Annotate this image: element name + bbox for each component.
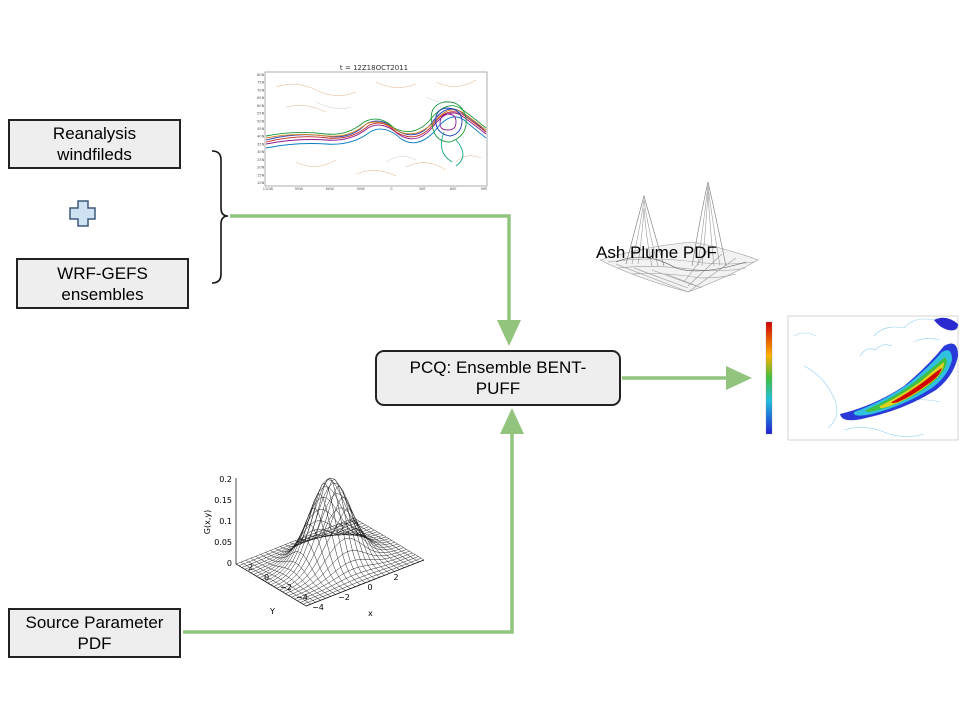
wrf-gefs-ensembles-box: WRF-GEFS ensembles [16, 258, 189, 309]
wind-map-lat-label: 40N [257, 135, 265, 139]
wind-map-lon-label: 60W [326, 187, 335, 191]
ash-concentration-map [764, 306, 960, 450]
wind-map-lat-label: 35N [257, 142, 265, 146]
wind-map-lat-label: 75N [257, 81, 265, 85]
gaussian-y-tick: 0 [264, 573, 269, 582]
pcq-line-1: PCQ: Ensemble BENT- [409, 358, 587, 377]
gaussian-y-tick: −2 [280, 583, 292, 592]
gaussian-x-tick: −4 [312, 603, 324, 612]
gaussian-x-tick: 0 [367, 583, 372, 592]
source-line-1: Source Parameter [25, 613, 164, 632]
wind-map-lat-label: 55N [257, 112, 265, 116]
wind-map-lat-label: 80N [257, 73, 265, 77]
wind-map-lat-label: 50N [257, 119, 265, 123]
gaussian-mesh-line [238, 519, 357, 566]
reanalysis-line-2: windfileds [57, 145, 132, 164]
gaussian-z-tick: 0 [227, 559, 232, 568]
gaussian-x-tick: 2 [393, 573, 398, 582]
wind-map-lat-label: 45N [257, 127, 265, 131]
wind-map-lat-label: 15N [257, 173, 265, 177]
source-input-arrowhead [500, 408, 524, 434]
plus-icon [69, 200, 96, 227]
wind-map-lon-label: 30E [419, 187, 427, 191]
colorbar [765, 321, 773, 435]
reanalysis-line-1: Reanalysis [52, 124, 137, 143]
gaussian-y-axis-label: Y [269, 607, 275, 616]
gaussian-x-tick: −2 [338, 593, 350, 602]
source-line-2: PDF [77, 634, 112, 653]
wind-map-lat-label: 65N [257, 96, 265, 100]
gaussian-mesh-line [247, 524, 366, 572]
wind-input-line [230, 214, 511, 324]
reanalysis-windfields-box: Reanalysis windfileds [8, 119, 181, 169]
wind-map-lon-label: 60E [450, 187, 458, 191]
wind-map-lat-label: 25N [257, 158, 265, 162]
gaussian-mesh-line [235, 563, 307, 607]
pcq-line-2: PUFF [475, 379, 521, 398]
gaussian-mesh-line [303, 557, 422, 605]
gaussian-mesh-line [339, 523, 410, 566]
wind-map-lat-label: 30N [257, 150, 265, 154]
wind-map-lon-label: 120W [263, 187, 274, 191]
wrf-gefs-line-2: ensembles [61, 284, 144, 304]
wrf-gefs-line-1: WRF-GEFS [57, 263, 148, 283]
gaussian-surface-plot: 0.2 0.15 0.1 0.05 0 G(x,y) 2 0 −2 −4 −4 −2 0 2 Y x [203, 475, 425, 618]
wind-input-arrowhead [497, 320, 521, 346]
wind-map-lon-label: 0 [390, 187, 393, 191]
wind-map-title: t = 12Z18OCT2011 [340, 64, 408, 72]
ash-plume-pdf-label: Ash Plume PDF [596, 243, 717, 262]
gaussian-y-tick: 2 [248, 563, 253, 572]
pcq-ensemble-bent-puff-box: PCQ: Ensemble BENT- PUFF [375, 350, 621, 406]
wind-map-lon-label: 30W [357, 187, 366, 191]
gaussian-mesh-line [353, 517, 425, 561]
gaussian-mesh-line [241, 521, 360, 568]
source-input-line [183, 432, 514, 634]
gaussian-z-axis-label: G(x,y) [203, 510, 212, 534]
gaussian-mesh-line [244, 522, 363, 570]
wind-map-lat-label: 60N [257, 104, 265, 108]
gaussian-mesh-line [288, 549, 407, 596]
curly-brace [211, 150, 229, 284]
gaussian-z-tick: 0.05 [214, 538, 232, 547]
gaussian-mesh-line [235, 517, 355, 565]
gaussian-mesh-line [348, 519, 420, 563]
wind-map-lon-label: 90W [295, 187, 304, 191]
gaussian-x-axis-label: x [368, 609, 373, 618]
wind-ensemble-map: t = 12Z18OCT2011 80N 75N 70N 65N 60N 55N 50N 45… [257, 64, 489, 191]
wind-map-lat-label: 20N [257, 166, 265, 170]
wind-map-lon-label: 90E [481, 187, 489, 191]
wind-map-lat-label: 10N [257, 181, 265, 185]
gaussian-mesh-line [285, 537, 404, 594]
gaussian-y-tick: −4 [296, 593, 308, 602]
output-arrowhead [726, 366, 752, 390]
gaussian-z-tick: 0.15 [214, 496, 232, 505]
ash-plume-surface-figure [599, 181, 759, 293]
source-parameter-pdf-box: Source Parameter PDF [8, 608, 181, 658]
gaussian-z-tick: 0.1 [219, 517, 232, 526]
gaussian-z-tick: 0.2 [219, 475, 232, 484]
wind-map-lat-label: 70N [257, 88, 265, 92]
gaussian-mesh-line [344, 521, 415, 564]
